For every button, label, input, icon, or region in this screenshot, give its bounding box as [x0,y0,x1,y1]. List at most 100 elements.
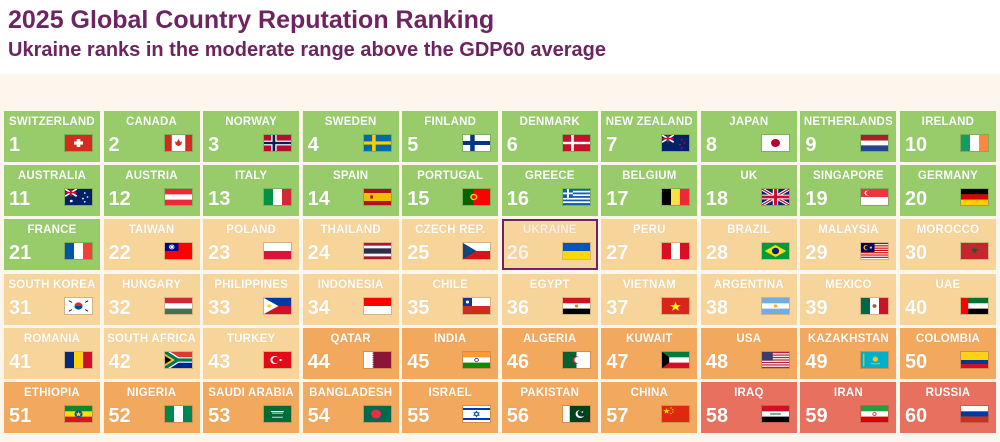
flag-taiwan-icon [163,242,193,261]
flag-japan-icon [760,134,790,152]
rank-number-indonesia: 34 [307,296,330,319]
rank-number-france: 21 [9,242,32,265]
country-name-saudi-arabia: SAUDI ARABIA [208,387,294,399]
flag-bangladesh-icon [362,405,392,423]
rank-number-india: 45 [407,350,430,373]
rank-number-algeria: 46 [506,350,529,373]
country-name-iran: IRAN [833,387,863,399]
rank-number-china: 57 [606,405,629,427]
country-name-mexico: MEXICO [825,278,872,291]
country-name-south-africa: SOUTH AFRICA [107,332,196,345]
country-name-russia: RUSSIA [925,387,971,399]
rank-number-portugal: 15 [407,188,430,211]
country-name-uk: UK [740,170,758,183]
rank-cell-saudi-arabia: SAUDI ARABIA 53 [203,382,300,433]
rank-cell-south-africa: SOUTH AFRICA 42 [103,327,200,379]
flag-iran-icon [860,405,890,423]
rank-cell-poland: POLAND 23 [203,219,300,271]
country-name-argentina: ARGENTINA [713,278,784,291]
rank-number-ireland: 10 [904,134,928,156]
rank-number-usa: 48 [705,350,729,373]
flag-china-icon [661,405,691,423]
flag-india-icon [462,350,492,369]
rank-number-poland: 23 [208,242,231,265]
rank-number-singapore: 19 [805,188,828,211]
rank-number-kazakhstan: 49 [805,350,828,373]
rank-number-ethiopia: 51 [9,405,32,427]
rank-cell-egypt: EGYPT 36 [501,273,598,325]
rank-number-austria: 12 [108,188,131,211]
rank-cell-italy: ITALY 13 [203,165,300,217]
country-name-italy: ITALY [234,170,268,183]
country-name-france: FRANCE [27,224,77,237]
rank-number-taiwan: 22 [108,242,131,265]
rank-cell-sweden: SWEDEN 4 [302,111,399,162]
country-name-ireland: IRELAND [921,116,975,128]
rank-number-argentina: 38 [705,296,729,319]
rank-number-spain: 14 [307,188,330,211]
flag-peru-icon [661,242,691,261]
rank-number-netherlands: 9 [805,134,817,156]
country-name-brazil: BRAZIL [727,224,771,237]
country-name-taiwan: TAIWAN [128,224,175,237]
country-name-india: INDIA [434,332,467,345]
rank-cell-colombia: COLOMBIA 50 [899,327,996,379]
rank-cell-nigeria: NIGERIA 52 [103,382,200,433]
rank-cell-new-zealand: NEW ZEALAND 7 [601,111,698,162]
country-name-portugal: PORTUGAL [417,170,484,183]
flag-belgium-icon [661,188,691,207]
country-name-netherlands: NETHERLANDS [803,116,893,128]
flag-uae-icon [959,296,989,315]
rank-number-malaysia: 29 [805,242,828,265]
flag-greece-icon [561,188,591,207]
ranking-grid: SWITZERLAND 1 CANADA 2 NORWAY 3 SWEDEN 4 FINLAND… [4,111,996,433]
country-name-turkey: TURKEY [226,332,276,345]
rank-cell-france: FRANCE 21 [4,219,100,271]
country-name-new-zealand: NEW ZEALAND [605,116,693,128]
country-name-belgium: BELGIUM [622,170,677,183]
rank-number-japan: 8 [705,134,717,156]
flag-netherlands-icon [860,134,890,152]
flag-uk-icon [760,188,790,207]
rank-cell-usa: USA 48 [700,327,797,379]
rank-number-mexico: 39 [805,296,828,319]
rank-cell-qatar: QATAR 44 [302,327,399,379]
rank-number-greece: 16 [506,188,529,211]
country-name-australia: AUSTRALIA [17,170,87,183]
rank-cell-ethiopia: ETHIOPIA 51 [4,382,100,433]
rank-cell-taiwan: TAIWAN 22 [103,219,200,271]
flag-singapore-icon [860,188,890,207]
flag-sweden-icon [362,134,392,152]
rank-cell-norway: NORWAY 3 [203,111,300,162]
country-name-egypt: EGYPT [529,278,570,291]
country-name-switzerland: SWITZERLAND [9,116,95,128]
flag-portugal-icon [462,188,492,207]
country-name-philippines: PHILIPPINES [214,278,288,291]
rank-cell-singapore: SINGAPORE 19 [800,165,897,217]
rank-number-colombia: 50 [904,350,928,373]
flag-canada-icon [163,134,193,152]
rank-cell-china: CHINA 57 [601,382,698,433]
rank-number-russia: 60 [904,405,928,427]
rank-number-hungary: 32 [108,296,131,319]
rank-cell-ireland: IRELAND 10 [899,111,996,162]
rank-cell-czech-rep: CZECH REP. 25 [402,219,499,271]
country-name-indonesia: INDONESIA [317,278,384,291]
rank-number-new-zealand: 7 [606,134,618,156]
rank-number-peru: 27 [606,242,629,265]
rank-number-australia: 11 [9,188,31,211]
country-name-qatar: QATAR [330,332,371,345]
flag-ukraine-icon [561,242,591,261]
chart-subtitle: Ukraine ranks in the moderate range abov… [8,39,607,61]
country-name-japan: JAPAN [729,116,769,128]
flag-germany-icon [959,188,989,207]
rank-number-uk: 18 [705,188,729,211]
flag-south-africa-icon [163,350,193,369]
country-name-iraq: IRAQ [734,387,764,399]
country-name-austria: AUSTRIA [125,170,178,183]
flag-mexico-icon [860,296,890,315]
rank-cell-india: INDIA 45 [402,327,499,379]
rank-number-turkey: 43 [208,350,231,373]
flag-austria-icon [163,188,193,207]
